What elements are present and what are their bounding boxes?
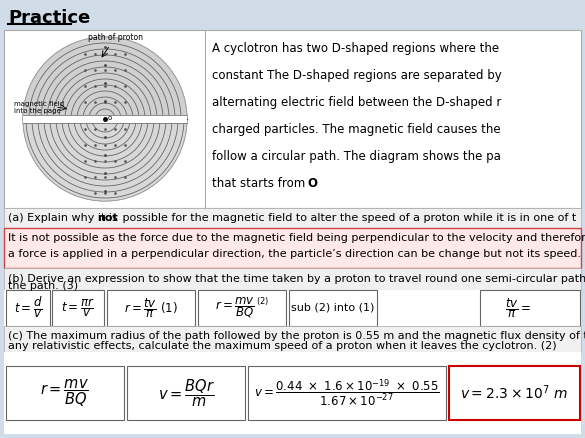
- Text: not: not: [97, 213, 118, 223]
- FancyBboxPatch shape: [289, 290, 377, 326]
- Text: $r = \dfrac{mv}{BQ}$: $r = \dfrac{mv}{BQ}$: [40, 377, 90, 409]
- Text: sub (2) into (1): sub (2) into (1): [291, 303, 374, 313]
- Text: It is not possible as the force due to the magnetic field being perpendicular to: It is not possible as the force due to t…: [8, 233, 585, 243]
- FancyBboxPatch shape: [4, 352, 581, 434]
- FancyBboxPatch shape: [23, 115, 187, 123]
- FancyBboxPatch shape: [198, 290, 286, 326]
- FancyBboxPatch shape: [52, 290, 104, 326]
- FancyBboxPatch shape: [248, 366, 446, 420]
- Text: $r = \dfrac{mv}{BQ}\ \!^{(2)}$: $r = \dfrac{mv}{BQ}\ \!^{(2)}$: [215, 296, 269, 320]
- FancyBboxPatch shape: [480, 290, 580, 326]
- Text: that starts from: that starts from: [212, 177, 309, 190]
- Wedge shape: [23, 37, 187, 119]
- Text: $t = \dfrac{d}{v}$: $t = \dfrac{d}{v}$: [13, 296, 42, 320]
- Text: $v = \dfrac{0.44\ \times\ 1.6\times10^{-19}\ \times\ 0.55}{1.67\times10^{-27}}$: $v = \dfrac{0.44\ \times\ 1.6\times10^{-…: [254, 377, 440, 409]
- Wedge shape: [23, 119, 187, 201]
- Text: A cyclotron has two D-shaped regions where the: A cyclotron has two D-shaped regions whe…: [212, 42, 499, 55]
- Text: the path. (3): the path. (3): [8, 281, 78, 291]
- FancyBboxPatch shape: [6, 366, 124, 420]
- FancyBboxPatch shape: [4, 228, 581, 268]
- Text: follow a circular path. The diagram shows the pa: follow a circular path. The diagram show…: [212, 150, 501, 163]
- Text: $r = \dfrac{tv}{\pi}\ (1)$: $r = \dfrac{tv}{\pi}\ (1)$: [124, 296, 178, 320]
- Text: alternating electric field between the D-shaped r: alternating electric field between the D…: [212, 96, 501, 109]
- Text: Practice: Practice: [8, 9, 90, 27]
- FancyBboxPatch shape: [4, 268, 581, 290]
- FancyBboxPatch shape: [4, 290, 581, 326]
- Text: a force is applied in a perpendicular direction, the particle’s direction can be: a force is applied in a perpendicular di…: [8, 249, 581, 259]
- FancyBboxPatch shape: [4, 326, 581, 352]
- Text: path of proton: path of proton: [88, 33, 143, 42]
- Text: possible for the magnetic field to alter the speed of a proton while it is in on: possible for the magnetic field to alter…: [119, 213, 576, 223]
- Text: constant The D-shaped regions are separated by: constant The D-shaped regions are separa…: [212, 69, 502, 82]
- Text: $v = 2.3\times10^{7}\ m$: $v = 2.3\times10^{7}\ m$: [460, 384, 568, 402]
- FancyBboxPatch shape: [449, 366, 580, 420]
- Text: (b) Derive an expression to show that the time taken by a proton to travel round: (b) Derive an expression to show that th…: [8, 274, 585, 284]
- Text: any relativistic effects, calculate the maximum speed of a proton when it leaves: any relativistic effects, calculate the …: [8, 341, 556, 351]
- FancyBboxPatch shape: [4, 30, 581, 208]
- Text: (a) Explain why it is: (a) Explain why it is: [8, 213, 121, 223]
- FancyBboxPatch shape: [4, 208, 581, 228]
- Text: O: O: [307, 177, 317, 190]
- Circle shape: [23, 37, 187, 201]
- FancyBboxPatch shape: [6, 290, 50, 326]
- FancyBboxPatch shape: [107, 290, 195, 326]
- FancyBboxPatch shape: [127, 366, 245, 420]
- Text: charged particles. The magnetic field causes the: charged particles. The magnetic field ca…: [212, 123, 501, 136]
- Text: $v = \dfrac{BQr}{m}$: $v = \dfrac{BQr}{m}$: [157, 377, 215, 409]
- Text: $\dfrac{tv}{\pi} = $: $\dfrac{tv}{\pi} = $: [505, 296, 531, 320]
- Text: $t = \dfrac{\pi r}{v}$: $t = \dfrac{\pi r}{v}$: [61, 297, 95, 319]
- Text: magnetic field
into the page: magnetic field into the page: [14, 101, 64, 114]
- Text: (c) The maximum radius of the path followed by the proton is 0.55 m and the magn: (c) The maximum radius of the path follo…: [8, 331, 585, 341]
- Text: o: o: [108, 115, 112, 121]
